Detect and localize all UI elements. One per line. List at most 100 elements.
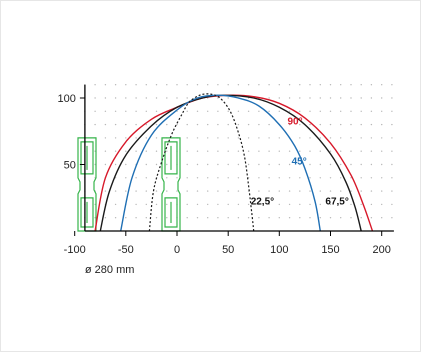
grid-dot: [125, 110, 127, 113]
grid-dot: [125, 177, 127, 179]
grid-dot: [247, 163, 250, 166]
grid-dot: [166, 150, 168, 152]
grid-dot: [340, 137, 342, 139]
grid-dot: [135, 190, 137, 192]
grid-dot: [319, 123, 321, 126]
grid-dot: [268, 163, 270, 166]
grid-dot: [155, 190, 158, 192]
grid-dot: [360, 217, 362, 219]
grid-dot: [288, 150, 291, 152]
grid-dot: [268, 110, 270, 113]
grid-dot: [268, 217, 270, 219]
grid-dot: [186, 150, 188, 152]
grid-dot: [196, 203, 199, 206]
grid-dot: [145, 110, 147, 113]
grid-dot: [237, 150, 240, 152]
grid-dot: [309, 123, 311, 126]
grid-dot: [125, 137, 127, 139]
grid-dot: [166, 97, 168, 99]
grid-dot: [217, 110, 219, 113]
grid-dot: [288, 97, 291, 99]
grid-dot: [196, 137, 199, 139]
grid-dot: [329, 137, 332, 139]
grid-dot: [207, 190, 209, 192]
grid-dot: [391, 203, 393, 206]
grid-dot: [176, 123, 178, 126]
grid-dot: [360, 84, 362, 86]
grid-dot: [309, 177, 311, 179]
grid-dot: [145, 150, 147, 152]
grid-dot: [340, 217, 342, 219]
grid-dot: [329, 84, 332, 86]
grid-dot: [104, 217, 107, 219]
grid-dot: [288, 163, 291, 166]
grid-dot: [319, 177, 321, 179]
grid-dot: [135, 137, 137, 139]
grid-dot: [247, 177, 250, 179]
grid-dot: [381, 190, 383, 192]
grid-dot: [247, 203, 250, 206]
grid-dot: [94, 84, 96, 86]
fixture-inner: [164, 141, 178, 228]
grid-dot: [145, 190, 147, 192]
grid-dot: [94, 110, 96, 113]
grid-dot: [258, 84, 260, 86]
grid-dot: [268, 190, 270, 192]
grid-dot: [299, 217, 301, 219]
grid-dot: [350, 137, 352, 139]
series-label: 67,5°: [325, 196, 348, 207]
grid-dot: [227, 217, 229, 219]
grid-dot: [135, 84, 137, 86]
grid-dot: [207, 123, 209, 126]
grid-dot: [350, 177, 352, 179]
grid-dot: [237, 177, 240, 179]
grid-dot: [125, 217, 127, 219]
grid-dot: [176, 84, 178, 86]
grid-dot: [196, 163, 199, 166]
grid-dot: [237, 137, 240, 139]
grid-dot: [268, 84, 270, 86]
grid-dot: [329, 150, 332, 152]
grid-dot: [207, 163, 209, 166]
grid-dot: [166, 177, 168, 179]
grid-dot: [145, 217, 147, 219]
fixture-left: [77, 137, 97, 232]
grid-dot: [340, 203, 342, 206]
grid-dot: [319, 97, 321, 99]
grid-dot: [258, 190, 260, 192]
grid-dot: [155, 203, 158, 206]
grid-dot: [227, 203, 229, 206]
axes: -100 -50 0 50 100 150 200 50 100: [58, 84, 394, 256]
grid-dot: [288, 123, 291, 126]
grid-dot: [186, 163, 188, 166]
x-tick-label: 100: [270, 244, 288, 256]
grid-dot: [176, 190, 178, 192]
grid-dot: [114, 190, 117, 192]
grid-dot: [381, 137, 383, 139]
grid-dot: [319, 150, 321, 152]
grid-dot: [227, 150, 229, 152]
grid-dot: [278, 110, 280, 113]
fixture-inner: [80, 141, 94, 228]
grid-dot: [288, 217, 291, 219]
grid-dot: [370, 163, 373, 166]
grid-dot: [299, 163, 301, 166]
grid-dot: [360, 110, 362, 113]
series-group: [94, 93, 374, 232]
grid-dot: [381, 110, 383, 113]
grid-dot: [258, 137, 260, 139]
grid-dot: [196, 123, 199, 126]
series-label: 45°: [292, 157, 307, 168]
grid-dot: [391, 190, 393, 192]
grid-dot: [207, 110, 209, 113]
grid-dot: [278, 190, 280, 192]
grid-dot: [196, 110, 199, 113]
grid-dot: [391, 137, 393, 139]
grid-dot: [391, 150, 393, 152]
grid-dot: [319, 84, 321, 86]
grid-dot: [217, 150, 219, 152]
grid-dot: [114, 150, 117, 152]
grid-dot: [350, 203, 352, 206]
grid-dot: [237, 217, 240, 219]
